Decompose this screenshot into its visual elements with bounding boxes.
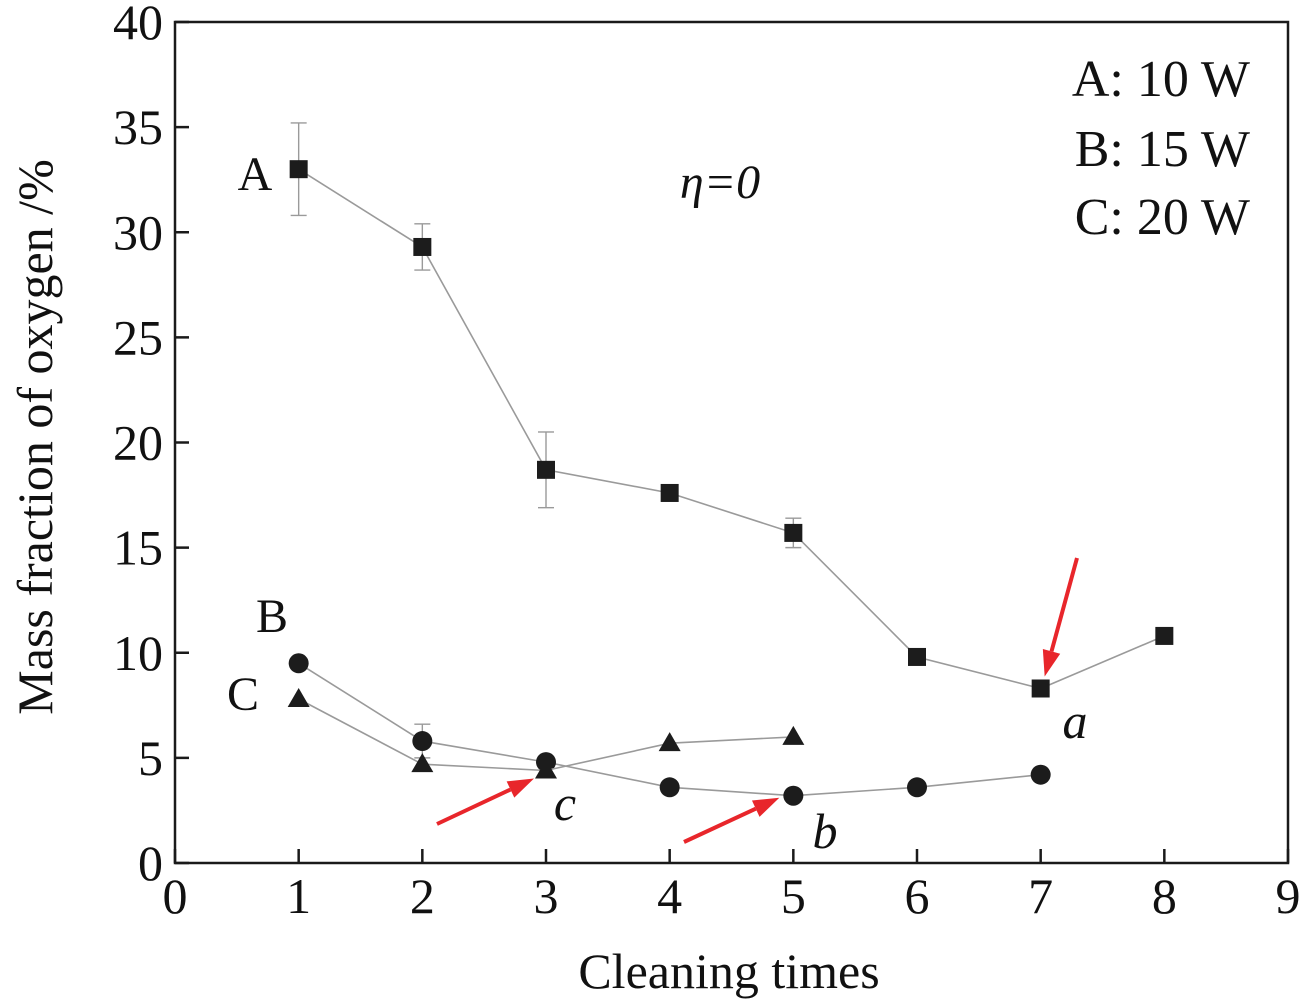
series-line-b bbox=[298, 662, 1041, 797]
y-tick-label: 35 bbox=[113, 99, 163, 155]
data-point-a bbox=[537, 460, 555, 479]
series-label-c: C bbox=[227, 668, 259, 721]
data-point-a bbox=[660, 483, 679, 502]
data-point-a bbox=[413, 237, 432, 256]
data-point-b bbox=[1030, 764, 1051, 785]
data-point-a bbox=[784, 523, 803, 542]
y-tick-label: 10 bbox=[113, 625, 163, 681]
x-tick-label: 9 bbox=[1276, 868, 1301, 924]
data-point-a bbox=[908, 647, 926, 666]
point-label-c: c bbox=[554, 775, 576, 831]
series-label-b: B bbox=[256, 590, 288, 643]
y-tick-label: 0 bbox=[138, 835, 163, 891]
point-label-b: b bbox=[813, 803, 838, 859]
eta-annotation: η=0 bbox=[680, 156, 760, 209]
data-point-b bbox=[783, 785, 804, 806]
legend-entry-b: B: 15 W bbox=[1075, 121, 1250, 178]
y-tick-label: 15 bbox=[113, 520, 163, 576]
x-tick-label: 6 bbox=[905, 868, 930, 924]
data-point-a bbox=[289, 160, 308, 179]
series-label-a: A bbox=[238, 148, 273, 201]
data-point-c bbox=[535, 759, 557, 779]
data-point-b bbox=[288, 653, 309, 674]
data-point-b bbox=[907, 777, 927, 798]
data-point-c bbox=[411, 753, 434, 773]
y-tick-label: 25 bbox=[113, 309, 163, 365]
x-axis-title: Cleaning times bbox=[578, 943, 879, 999]
series-line-a bbox=[298, 168, 1165, 690]
data-point-a bbox=[1155, 626, 1174, 645]
plot-area: 0 1 2 3 4 5 6 7 8 9 0 5 10 15 20 25 30 35 40 bbox=[113, 0, 1301, 924]
arrow-a-head bbox=[1042, 649, 1061, 677]
arrow-c-head bbox=[506, 778, 534, 798]
data-point-a bbox=[1031, 679, 1050, 698]
x-tick-label: 8 bbox=[1152, 868, 1177, 924]
x-tick-label: 1 bbox=[286, 868, 311, 924]
legend-entry-c: C: 20 W bbox=[1075, 189, 1250, 246]
arrow-b-head bbox=[751, 797, 780, 817]
data-point-b bbox=[412, 731, 433, 752]
x-tick-label: 5 bbox=[781, 868, 806, 924]
x-tick-label: 7 bbox=[1028, 868, 1053, 924]
arrow-c-shaft bbox=[436, 787, 512, 826]
x-tick-label: 2 bbox=[410, 868, 435, 924]
arrow-b-shaft bbox=[683, 806, 757, 844]
data-point-c bbox=[287, 688, 310, 708]
data-point-c bbox=[782, 725, 805, 745]
x-tick-label: 0 bbox=[163, 868, 188, 924]
y-tick-label: 30 bbox=[113, 204, 163, 260]
point-label-a: a bbox=[1063, 693, 1088, 749]
y-axis-title: Mass fraction of oxygen /% bbox=[7, 159, 63, 714]
y-tick-label: 20 bbox=[113, 415, 163, 471]
data-point-c bbox=[658, 732, 681, 752]
arrow-a-shaft bbox=[1049, 557, 1079, 652]
legend-entry-a: A: 10 W bbox=[1072, 51, 1250, 108]
x-tick-label: 3 bbox=[534, 868, 559, 924]
legend: A: 10 W B: 15 W C: 20 W bbox=[1072, 51, 1250, 246]
x-tick-label: 4 bbox=[657, 868, 682, 924]
data-point-b bbox=[659, 777, 680, 798]
y-tick-label: 5 bbox=[138, 730, 163, 786]
y-tick-label: 40 bbox=[113, 0, 163, 50]
